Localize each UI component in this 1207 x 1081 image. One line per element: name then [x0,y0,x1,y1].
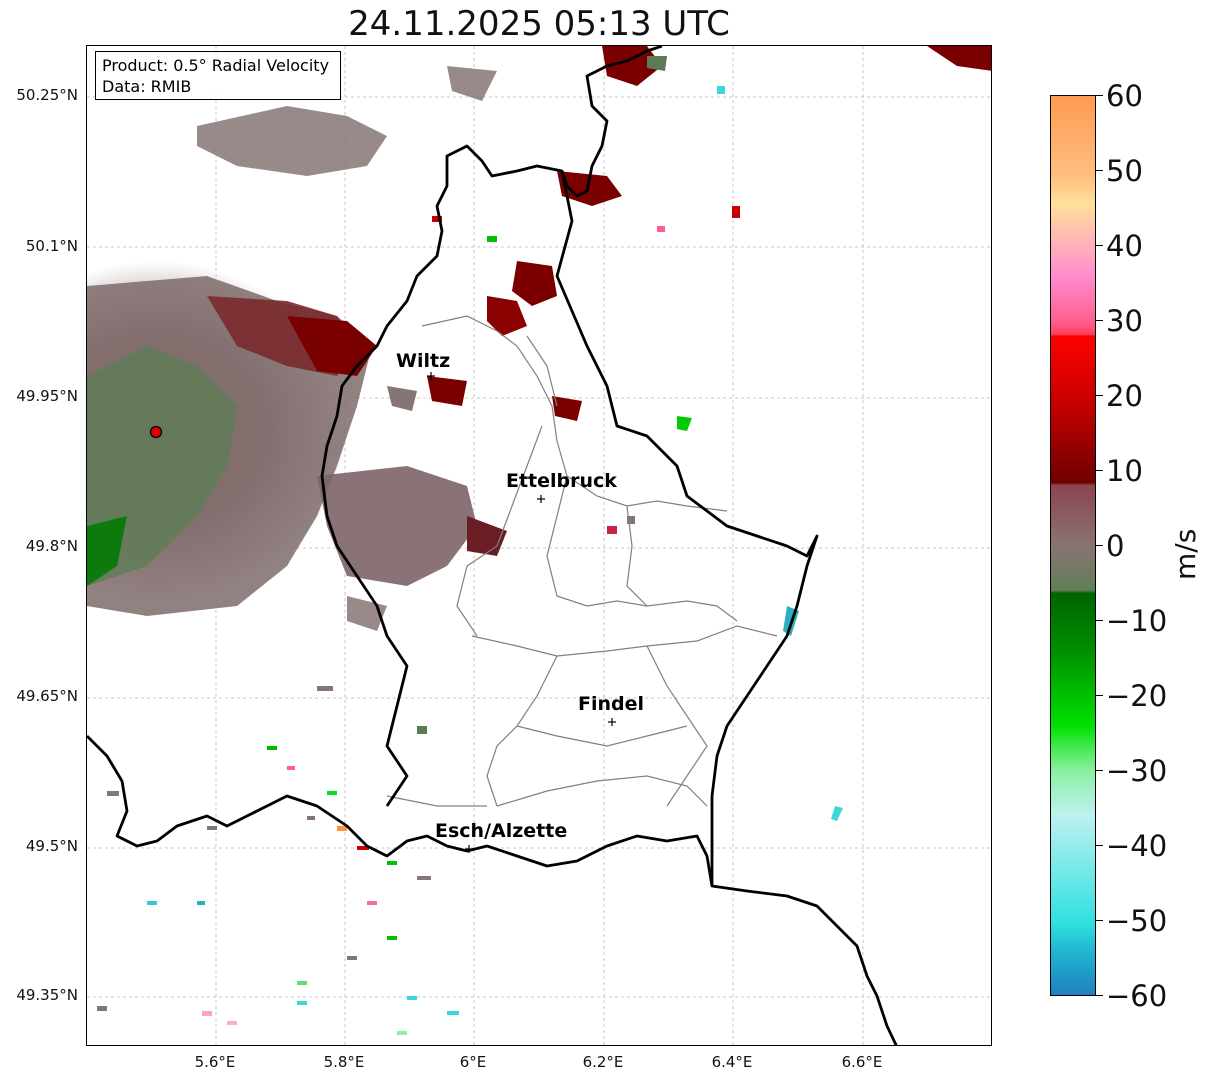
radar-echo-east [387,46,991,821]
colorbar-tick-label: 10 [1106,454,1143,488]
colorbar-tick [1096,920,1103,921]
y-tick-label: 50.25°N [16,86,78,104]
colorbar [1050,95,1096,996]
colorbar-tick-label: −50 [1106,904,1168,938]
colorbar-tick [1096,245,1103,246]
radar-echo-west [87,66,507,631]
x-tick-label: 6.4°E [711,1053,753,1071]
colorbar-tick-label: 60 [1106,79,1143,113]
colorbar-tick [1096,620,1103,621]
map-title: 24.11.2025 05:13 UTC [348,4,730,44]
city-label-esch-alzette: Esch/Alzette [435,820,568,842]
national-borders [87,46,898,1045]
x-tick-label: 5.6°E [194,1053,236,1071]
colorbar-tick-label: 50 [1106,154,1143,188]
colorbar-gradient [1051,96,1095,995]
colorbar-tick-label: −40 [1106,829,1168,863]
y-tick-label: 49.95°N [16,387,78,405]
colorbar-tick-label: 40 [1106,229,1143,263]
colorbar-tick [1096,320,1103,321]
colorbar-tick [1096,395,1103,396]
canton-borders [386,315,778,807]
colorbar-tick [1096,95,1103,96]
data-source-label: Data: RMIB [102,77,192,96]
colorbar-tick-label: 20 [1106,379,1143,413]
colorbar-tick-label: 30 [1106,304,1143,338]
y-tick-label: 49.65°N [16,687,78,705]
product-info-box: Product: 0.5° Radial Velocity Data: RMIB [95,51,341,100]
city-markers [427,372,616,853]
x-tick-label: 5.8°E [323,1053,365,1071]
radar-map-canvas [87,46,991,1045]
city-label-wiltz: Wiltz [396,350,451,372]
colorbar-tick [1096,695,1103,696]
colorbar-tick [1096,470,1103,471]
colorbar-tick-label: −10 [1106,604,1168,638]
colorbar-tick [1096,170,1103,171]
y-tick-label: 50.1°N [25,237,78,255]
colorbar-tick-label: −20 [1106,679,1168,713]
radar-map[interactable] [86,45,992,1046]
colorbar-unit-label: m/s [1169,528,1202,580]
colorbar-tick [1096,545,1103,546]
colorbar-tick [1096,845,1103,846]
colorbar-tick-label: −30 [1106,754,1168,788]
x-tick-label: 6.6°E [841,1053,883,1071]
colorbar-tick-label: 0 [1106,529,1125,563]
colorbar-tick-label: −60 [1106,979,1168,1013]
radar-echo-scatter [97,86,740,1035]
y-tick-label: 49.8°N [25,537,78,555]
colorbar-tick [1096,770,1103,771]
colorbar-tick [1096,995,1103,996]
y-tick-label: 49.35°N [16,986,78,1004]
city-label-findel: Findel [578,693,645,715]
city-label-ettelbruck: Ettelbruck [506,470,617,492]
x-tick-label: 6°E [459,1053,487,1071]
x-tick-label: 6.2°E [582,1053,624,1071]
product-label: Product: 0.5° Radial Velocity [102,56,330,75]
y-tick-label: 49.5°N [25,837,78,855]
radar-site-marker [149,425,163,439]
